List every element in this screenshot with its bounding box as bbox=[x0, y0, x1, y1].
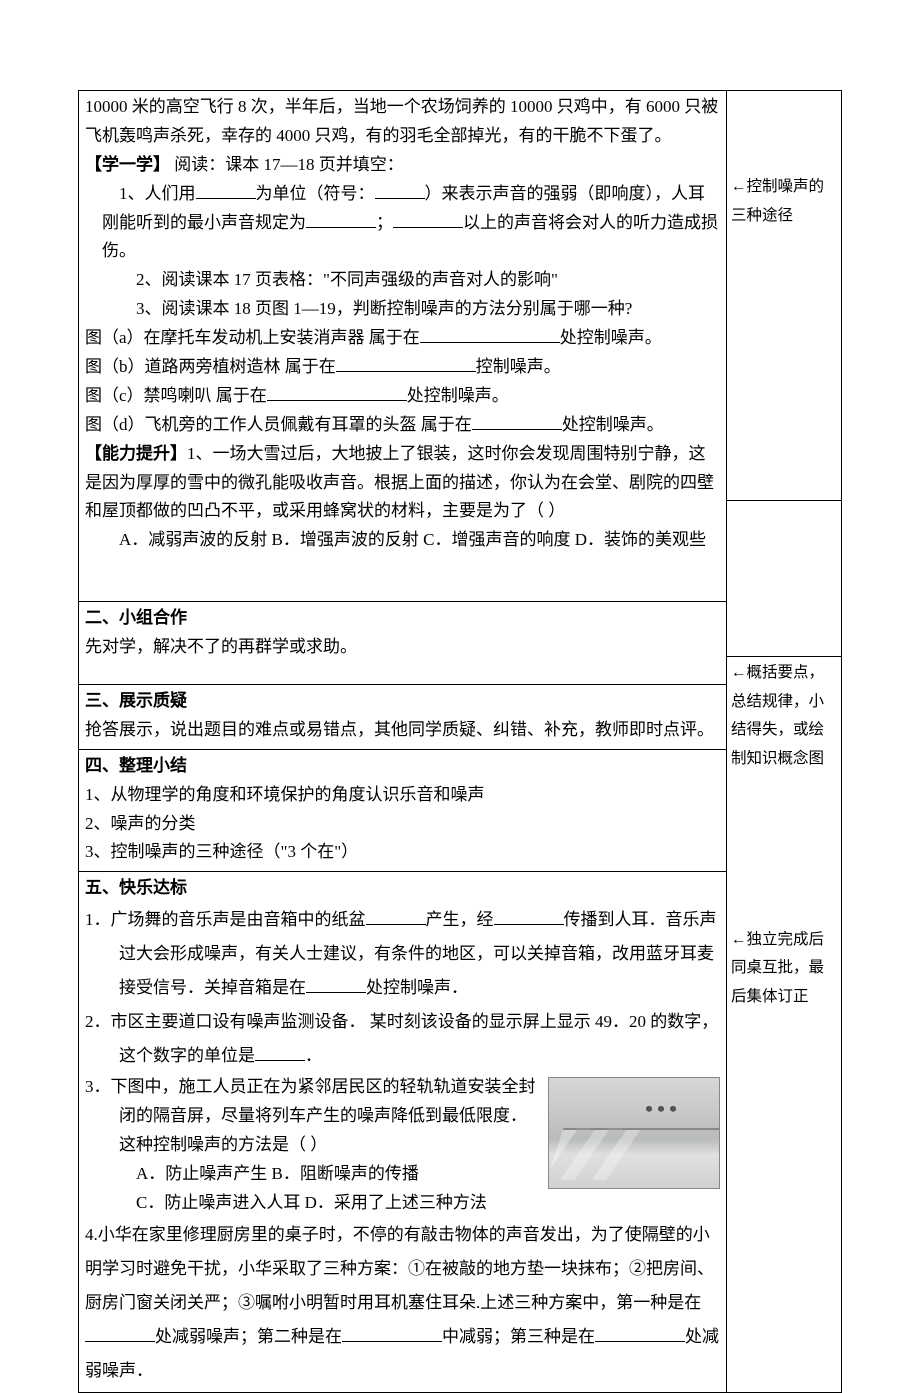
q2: 2．市区主要道口设有噪声监测设备． 某时刻该设备的显示屏上显示 49．20 的数… bbox=[85, 1005, 720, 1073]
t: 处控制噪声。 bbox=[562, 415, 664, 434]
t: 处控制噪声． bbox=[366, 978, 468, 997]
side-note-4: ←概括要点，总结规律，小结得失，或绘制知识概念图 bbox=[731, 659, 837, 774]
t: 1．广场舞的音乐声是由音箱中的纸盆 bbox=[85, 910, 366, 929]
t: ； bbox=[376, 213, 393, 232]
fig-d: 图（d）飞机旁的工作人员佩戴有耳罩的头盔 属于在 处控制噪声。 bbox=[85, 411, 720, 440]
worksheet-page: 10000 米的高空飞行 8 次，半年后，当地一个农场饲养的 10000 只鸡中… bbox=[78, 90, 842, 1393]
fig-b: 图（b）道路两旁植树造林 属于在 控制噪声。 bbox=[85, 353, 720, 382]
block3-text: 抢答展示，说出题目的难点或易错点，其他同学质疑、纠错、补充，教师即时点评。 bbox=[85, 716, 720, 745]
t: 图（c）禁鸣喇叭 属于在 bbox=[85, 386, 267, 405]
t: 为单位（符号： bbox=[256, 184, 375, 203]
blank-b[interactable] bbox=[336, 355, 476, 372]
xue-line: 【学一学】 阅读：课本 17—18 页并填空： bbox=[85, 151, 720, 180]
q1: 1．广场舞的音乐声是由音箱中的纸盆产生，经传播到人耳．音乐声过大会形成噪声，有关… bbox=[85, 903, 720, 1005]
blank-symbol[interactable] bbox=[375, 182, 425, 199]
t: ． bbox=[305, 1046, 322, 1065]
fig-c: 图（c）禁鸣喇叭 属于在 处控制噪声。 bbox=[85, 382, 720, 411]
t: 3．下图中，施工人员正在为紧邻居民区的轻轨轨道安装全封闭的隔音屏，尽量将列车产生… bbox=[85, 1077, 536, 1154]
side-note-5: ←独立完成后同桌互批，最后集体订正 bbox=[731, 926, 837, 1012]
t: 图（b）道路两旁植树造林 属于在 bbox=[85, 357, 336, 376]
side-merge bbox=[727, 501, 841, 657]
q3-row2: C．防止噪声进入人耳 D．采用了上述三种方法 bbox=[85, 1189, 720, 1218]
ability-up: 【能力提升】1、一场大雪过后，大地披上了银装，这时你会发现周围特别宁静，这是因为… bbox=[85, 440, 720, 527]
blank-unit[interactable] bbox=[196, 182, 256, 199]
side-column: ←控制噪声的三种途径 ←概括要点，总结规律，小结得失，或绘制知识概念图 ←独立完… bbox=[726, 90, 842, 1393]
block-3: 三、展示质疑 抢答展示，说出题目的难点或易错点，其他同学质疑、纠错、补充，教师即… bbox=[79, 685, 726, 750]
block-2: 二、小组合作 先对学，解决不了的再群学或求助。 bbox=[79, 602, 726, 685]
t: 4.小华在家里修理厨房里的桌子时，不停的有敲击物体的声音发出，为了使隔壁的小明学… bbox=[85, 1225, 714, 1312]
xue-label: 【学一学】 bbox=[85, 155, 170, 174]
blank-q4-2[interactable] bbox=[342, 1325, 442, 1342]
t: 控制噪声。 bbox=[476, 357, 561, 376]
blank-d[interactable] bbox=[472, 413, 562, 430]
t: 图（a）在摩托车发动机上安装消声器 属于在 bbox=[85, 328, 420, 347]
q4: 4.小华在家里修理厨房里的桌子时，不停的有敲击物体的声音发出，为了使隔壁的小明学… bbox=[85, 1218, 720, 1388]
blank-q1-3[interactable] bbox=[306, 976, 366, 993]
fill-1: 1、人们用为单位（符号：）来表示声音的强弱（即响度），人耳刚能听到的最小声音规定… bbox=[85, 180, 720, 267]
blank-q1-2[interactable] bbox=[494, 908, 564, 925]
blank-q4-3[interactable] bbox=[595, 1325, 685, 1342]
block-1: 10000 米的高空飞行 8 次，半年后，当地一个农场饲养的 10000 只鸡中… bbox=[79, 91, 726, 602]
b4-l1: 1、从物理学的角度和环境保护的角度认识乐音和噪声 bbox=[85, 781, 720, 810]
blank-q4-1[interactable] bbox=[85, 1325, 155, 1342]
section-title-4: 四、整理小结 bbox=[85, 752, 720, 781]
t: 产生，经 bbox=[426, 910, 494, 929]
t: 处减弱噪声；第二种是在 bbox=[155, 1327, 342, 1346]
up-label: 【能力提升】 bbox=[85, 444, 187, 463]
fill-3: 3、阅读课本 18 页图 1—19，判断控制噪声的方法分别属于哪一种? bbox=[85, 295, 720, 324]
t: 处控制噪声。 bbox=[407, 386, 509, 405]
block-5: 五、快乐达标 1．广场舞的音乐声是由音箱中的纸盆产生，经传播到人耳．音乐声过大会… bbox=[79, 872, 726, 1391]
side-1: ←控制噪声的三种途径 bbox=[727, 91, 841, 501]
b4-l3: 3、控制噪声的三种途径（"3 个在"） bbox=[85, 838, 720, 867]
blank-a[interactable] bbox=[420, 326, 560, 343]
fill-2: 2、阅读课本 17 页表格："不同声强级的声音对人的影响" bbox=[85, 266, 720, 295]
t: 2．市区主要道口设有噪声监测设备． 某时刻该设备的显示屏上显示 49．20 的数… bbox=[85, 1012, 718, 1065]
side-note-1: ←控制噪声的三种途径 bbox=[731, 173, 837, 230]
q3-wrap: 3．下图中，施工人员正在为紧邻居民区的轻轨轨道安装全封闭的隔音屏，尽量将列车产生… bbox=[85, 1073, 720, 1217]
section-title-3: 三、展示质疑 bbox=[85, 687, 720, 716]
block-4: 四、整理小结 1、从物理学的角度和环境保护的角度认识乐音和噪声 2、噪声的分类 … bbox=[79, 750, 726, 873]
blank-q1-1[interactable] bbox=[366, 908, 426, 925]
mc-options: A．减弱声波的反射 B．增强声波的反射 C．增强声音的响度 D．装饰的美观些 bbox=[85, 526, 720, 555]
side-bottom: ←概括要点，总结规律，小结得失，或绘制知识概念图 ←独立完成后同桌互批，最后集体… bbox=[727, 657, 841, 1014]
intro-paragraph: 10000 米的高空飞行 8 次，半年后，当地一个农场饲养的 10000 只鸡中… bbox=[85, 93, 720, 151]
blank-c[interactable] bbox=[267, 384, 407, 401]
t: 中减弱；第三种是在 bbox=[442, 1327, 595, 1346]
t: 图（d）飞机旁的工作人员佩戴有耳罩的头盔 属于在 bbox=[85, 415, 472, 434]
section-title-5: 五、快乐达标 bbox=[85, 874, 720, 903]
main-column: 10000 米的高空飞行 8 次，半年后，当地一个农场饲养的 10000 只鸡中… bbox=[78, 90, 726, 1393]
rail-photo bbox=[548, 1077, 720, 1189]
b4-l2: 2、噪声的分类 bbox=[85, 810, 720, 839]
blank-harm[interactable] bbox=[393, 211, 463, 228]
blank-min[interactable] bbox=[306, 211, 376, 228]
section-title-2: 二、小组合作 bbox=[85, 604, 720, 633]
xue-intro: 阅读：课本 17—18 页并填空： bbox=[170, 155, 404, 174]
block2-text: 先对学，解决不了的再群学或求助。 bbox=[85, 633, 720, 662]
fig-a: 图（a）在摩托车发动机上安装消声器 属于在 处控制噪声。 bbox=[85, 324, 720, 353]
blank-q2[interactable] bbox=[255, 1044, 305, 1061]
t: 1、人们用 bbox=[119, 184, 196, 203]
t: 处控制噪声。 bbox=[560, 328, 662, 347]
